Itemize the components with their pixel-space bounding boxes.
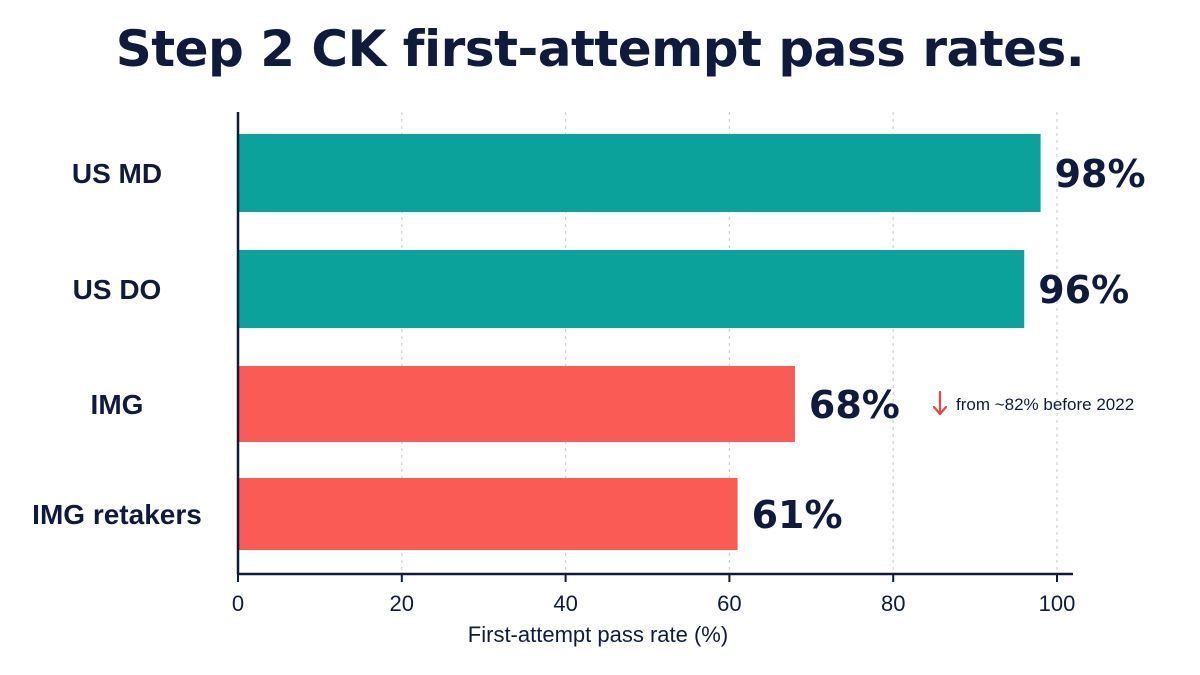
x-tick-label: 60 bbox=[717, 591, 741, 616]
value-label: 96% bbox=[1038, 268, 1129, 312]
value-label: 61% bbox=[752, 493, 843, 537]
bar-us-md bbox=[238, 134, 1041, 212]
axes: 0 20 40 60 80 100 First-attempt pass rate (%) bbox=[232, 112, 1075, 647]
annotation-text: from ~82% before 2022 bbox=[956, 395, 1134, 414]
x-tick-label: 20 bbox=[390, 591, 414, 616]
x-tick-label: 0 bbox=[232, 591, 244, 616]
bar-img-retakers bbox=[238, 478, 738, 550]
bar-us-do bbox=[238, 250, 1025, 328]
down-arrow-icon bbox=[932, 390, 948, 416]
bar-img bbox=[238, 366, 795, 442]
x-axis-title: First-attempt pass rate (%) bbox=[468, 622, 728, 647]
x-tick-label: 40 bbox=[553, 591, 577, 616]
value-label: 68% bbox=[809, 383, 900, 427]
chart-title: Step 2 CK first-attempt pass rates. bbox=[115, 20, 1085, 78]
labels: US MD US DO IMG IMG retakers 98% 96% 68% 61% fro… bbox=[32, 152, 1145, 537]
category-label: US MD bbox=[72, 158, 162, 189]
category-label: US DO bbox=[73, 274, 162, 305]
x-tick-label: 80 bbox=[881, 591, 905, 616]
value-label: 98% bbox=[1055, 152, 1146, 196]
category-label: IMG retakers bbox=[32, 499, 202, 530]
bars bbox=[238, 134, 1041, 550]
category-label: IMG bbox=[91, 389, 144, 420]
x-tick-label: 100 bbox=[1039, 591, 1076, 616]
